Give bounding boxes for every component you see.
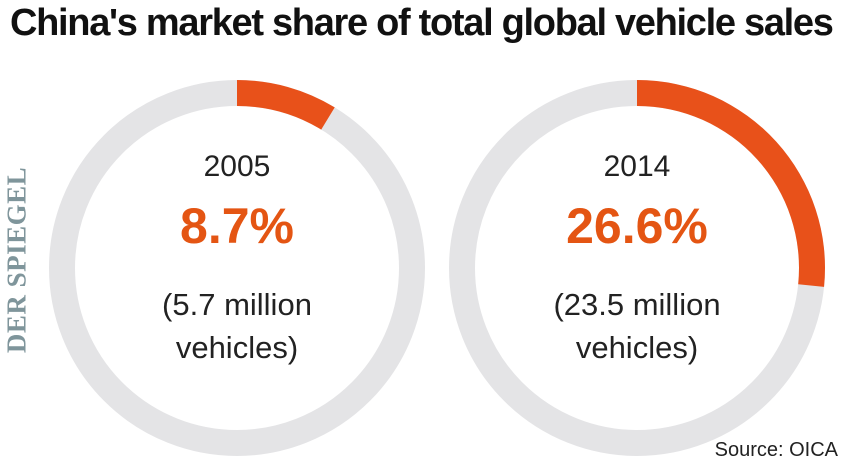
- year-label: 2014: [604, 150, 671, 183]
- year-label: 2005: [204, 150, 271, 183]
- source-note: Source: OICA: [714, 439, 838, 461]
- chart-title: China's market share of total global veh…: [10, 2, 834, 44]
- donut-track: [49, 80, 425, 456]
- vehicles-note-line-1: (23.5 million: [553, 287, 720, 322]
- vehicles-note-line-1: (5.7 million: [162, 287, 312, 322]
- donut-chart-2005: 2005 8.7% (5.7 million vehicles): [49, 80, 425, 456]
- donut-chart-2014: 2014 26.6% (23.5 million vehicles): [449, 80, 825, 456]
- share-slice: [237, 80, 335, 130]
- share-value-label: 26.6%: [566, 198, 708, 254]
- vehicles-note-line-2: vehicles): [176, 330, 298, 365]
- share-value-label: 8.7%: [180, 198, 294, 254]
- share-slice: [637, 80, 825, 287]
- vehicles-note-line-2: vehicles): [576, 330, 698, 365]
